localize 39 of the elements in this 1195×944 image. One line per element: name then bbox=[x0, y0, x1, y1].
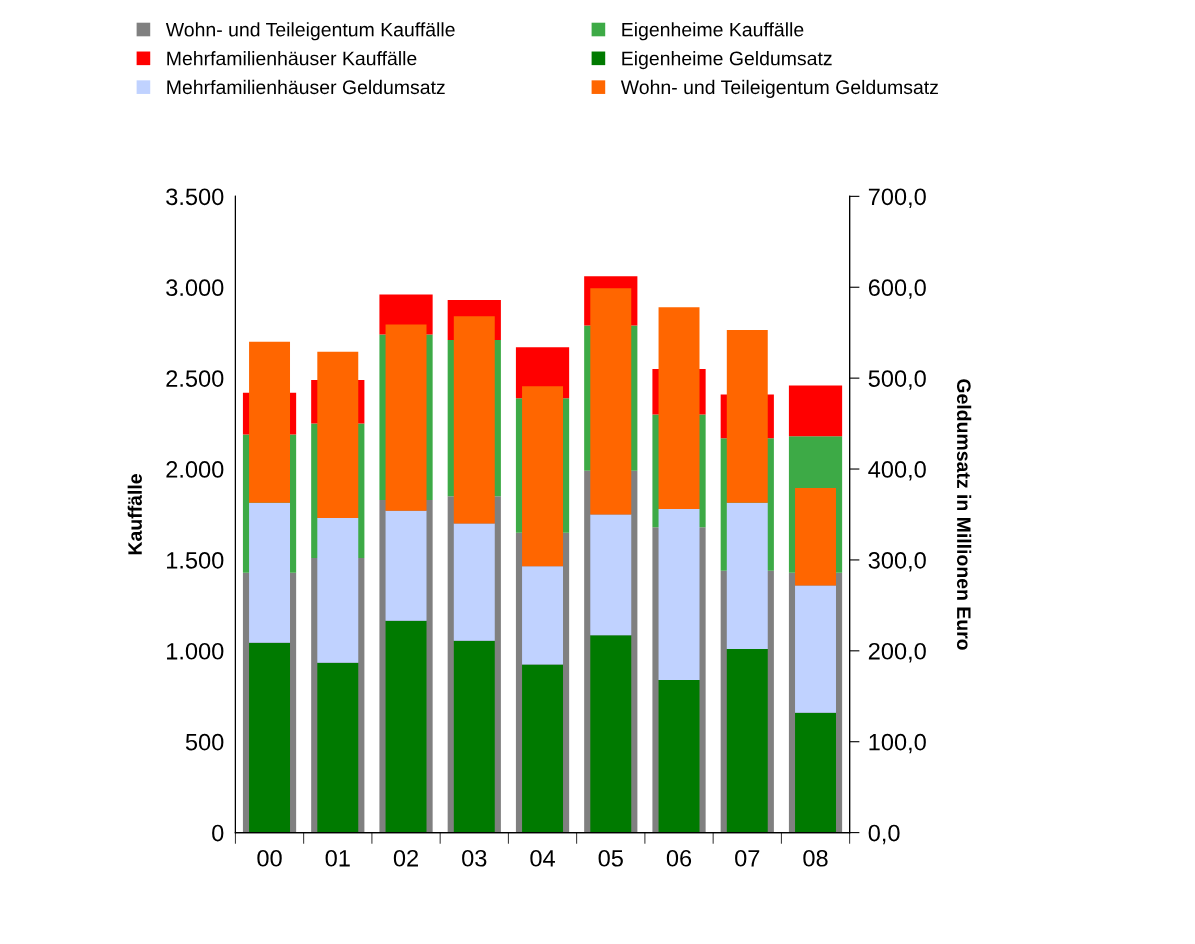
y-tick-label: 500 bbox=[185, 733, 224, 751]
x-tick-label: 00 bbox=[257, 849, 282, 867]
y-tick-label: 2.000 bbox=[166, 461, 224, 478]
x-tick-label: 05 bbox=[598, 849, 623, 867]
legend-label: Wohn- und Teileigentum Geldumsatz bbox=[620, 79, 938, 98]
bar bbox=[249, 642, 291, 833]
y-tick-label: 1.000 bbox=[167, 642, 224, 660]
y2-tick-label: 300,0 bbox=[868, 551, 926, 572]
bar bbox=[795, 585, 836, 713]
y-tick-label: 1.500 bbox=[167, 551, 224, 569]
legend-label: Mehrfamilienhäuser Kauffälle bbox=[167, 51, 417, 66]
y-tick-label: 0 bbox=[212, 824, 224, 842]
legend-label: Eigenheime Kauffälle bbox=[622, 22, 804, 41]
y2-tick-label: 600,0 bbox=[868, 279, 926, 299]
y2-tick-label: 700,0 bbox=[868, 188, 926, 208]
legend-label: Mehrfamilienhäuser Geldumsatz bbox=[167, 79, 445, 95]
y2-tick-label: 400,0 bbox=[868, 461, 926, 481]
x-tick-label: 02 bbox=[393, 849, 418, 867]
bar bbox=[522, 566, 563, 665]
y2-tick-label: 200,0 bbox=[868, 642, 926, 663]
x-tick-label: 07 bbox=[735, 849, 760, 867]
legend-label: Wohn- und Teileigentum Kauffälle bbox=[165, 22, 455, 41]
legend-label: Eigenheime Geldumsatz bbox=[622, 51, 832, 70]
y2-tick-label: 100,0 bbox=[869, 733, 926, 754]
x-tick-label: 08 bbox=[803, 849, 828, 867]
y2-tick-label: 500,0 bbox=[868, 370, 926, 390]
y-tick-label: 3.500 bbox=[166, 188, 224, 206]
x-tick-label: 06 bbox=[666, 849, 692, 867]
y-axis-title: Kauffälle bbox=[127, 474, 142, 555]
y-tick-label: 3.000 bbox=[166, 279, 224, 297]
x-tick-label: 03 bbox=[462, 849, 487, 867]
y-tick-label: 2.500 bbox=[166, 370, 224, 387]
bar bbox=[522, 664, 563, 833]
x-tick-label: 04 bbox=[530, 849, 555, 867]
bar bbox=[795, 712, 836, 833]
x-tick-label: 01 bbox=[325, 849, 350, 867]
bar bbox=[788, 385, 843, 437]
y2-axis-title: Geldumsatz in Millionen Euro bbox=[956, 379, 972, 650]
y2-tick-label: 0,0 bbox=[868, 824, 900, 845]
